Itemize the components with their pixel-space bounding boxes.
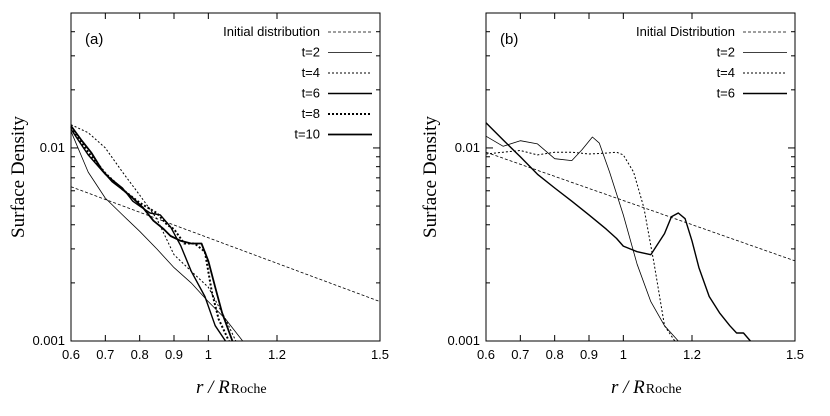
b-x-tick-label: 0.7 (511, 347, 529, 362)
b-series-line-2 (485, 150, 676, 342)
a-legend-label: t=4 (302, 65, 320, 80)
b-legend-label: t=2 (717, 45, 735, 60)
a-y-tick-label: 0.01 (40, 140, 65, 155)
panel-a-y-ticks: 0.001 0.01 (32, 31, 380, 348)
a-x-tick-label: 1.5 (371, 347, 389, 362)
a-legend-label: t=10 (294, 127, 320, 142)
a-x-tick-label: 0.8 (131, 347, 149, 362)
b-y-tick-label: 0.01 (455, 140, 480, 155)
a-x-tick-label: 0.9 (165, 347, 183, 362)
panel-a-frame (70, 12, 381, 342)
a-legend-label: Initial distribution (223, 24, 320, 39)
b-legend-label: t=6 (717, 86, 735, 101)
panel-a-x-label-sub: Roche (231, 382, 267, 397)
panel-b-x-label-main: r / R (611, 377, 645, 398)
b-x-tick-label: 0.8 (546, 347, 564, 362)
panel-a-x-label: r / RRoche (196, 377, 267, 398)
a-x-tick-label: 1.2 (268, 347, 286, 362)
panel-b: (b) 0.6 0.7 0.8 0.9 1 1.2 1.5 0.001 0.01 Initia… (420, 12, 804, 398)
a-legend-label: t=2 (302, 45, 320, 60)
a-legend-label: t=6 (302, 86, 320, 101)
a-series-line-2 (70, 124, 237, 342)
panel-a-y-label: Surface Density (8, 116, 29, 238)
b-series-line-1 (485, 135, 689, 342)
a-series-line-5 (70, 125, 234, 342)
panel-b-y-ticks: 0.001 0.01 (447, 31, 795, 348)
panel-a-series (70, 124, 381, 342)
panel-b-legend: Initial Distribution t=2 t=4 t=6 (636, 24, 787, 101)
panel-a-legend: Initial distribution t=2 t=4 t=6 t=8 t=10 (223, 24, 372, 142)
a-x-tick-label: 0.7 (96, 347, 114, 362)
panel-a-x-label-main: r / R (196, 377, 230, 398)
b-x-tick-label: 0.6 (477, 347, 495, 362)
panel-b-x-ticks: 0.6 0.7 0.8 0.9 1 1.2 1.5 (477, 13, 804, 362)
a-x-tick-label: 0.6 (62, 347, 80, 362)
panel-b-series (485, 122, 796, 342)
b-y-tick-label: 0.001 (447, 333, 480, 348)
a-series-line-0 (70, 186, 381, 302)
b-series-line-0 (485, 151, 796, 262)
a-y-tick-label: 0.001 (32, 333, 65, 348)
b-x-tick-label: 1 (620, 347, 627, 362)
b-x-tick-label: 1.5 (786, 347, 804, 362)
b-x-tick-label: 1.2 (683, 347, 701, 362)
a-series-line-1 (70, 131, 244, 342)
a-x-tick-label: 1 (205, 347, 212, 362)
panel-b-x-label-sub: Roche (646, 382, 682, 397)
b-legend-label: Initial Distribution (636, 24, 735, 39)
b-x-tick-label: 0.9 (580, 347, 598, 362)
panel-b-y-label: Surface Density (420, 116, 441, 238)
panel-a: (a) 0.6 0.7 0.8 0.9 1 1.2 1.5 0.001 0.01 Initia… (8, 12, 389, 398)
panel-a-x-ticks: 0.6 0.7 0.8 0.9 1 1.2 1.5 (62, 13, 389, 362)
panel-b-frame (485, 12, 796, 342)
panel-a-label: (a) (85, 31, 103, 48)
b-legend-label: t=4 (717, 65, 735, 80)
b-series-line-3 (485, 122, 751, 342)
panel-b-x-label: r / RRoche (611, 377, 682, 398)
a-legend-label: t=8 (302, 106, 320, 121)
panel-b-label: (b) (500, 31, 518, 48)
